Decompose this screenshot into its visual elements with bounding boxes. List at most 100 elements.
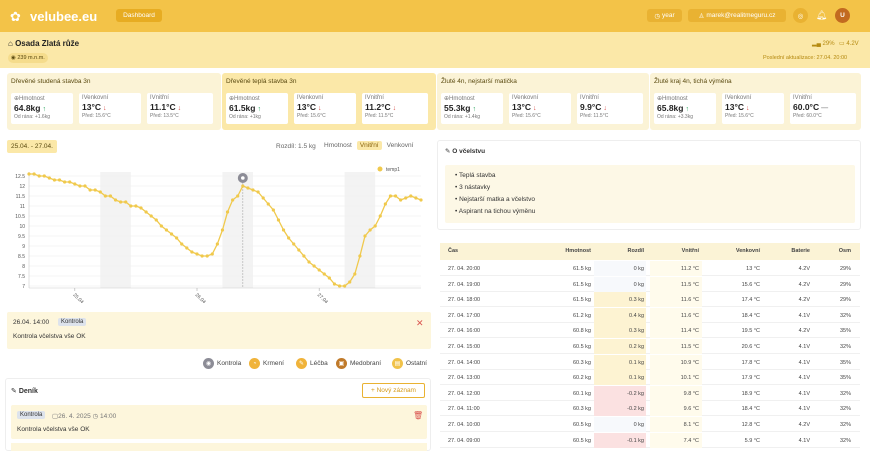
table-cell: 27. 04. 15:00 xyxy=(448,344,481,350)
user-email-button[interactable]: ♙ marek@realitmeguru.cz xyxy=(688,9,786,22)
night-band xyxy=(100,172,131,288)
hive-weight-sub: Od rána: +3.3kg xyxy=(657,114,693,120)
table-cell: 4.1V xyxy=(798,312,810,319)
inside-cell-bg xyxy=(650,385,702,401)
avatar[interactable]: U xyxy=(835,8,850,23)
data-point xyxy=(404,196,408,200)
food-icon: ◔ xyxy=(249,358,260,369)
table-header-cell[interactable]: Venkovní xyxy=(735,248,760,254)
diary-entry[interactable] xyxy=(11,405,427,439)
legend-ostatni[interactable]: ▤ Ostatní xyxy=(392,358,427,369)
table-header-cell[interactable]: Osm xyxy=(838,248,851,254)
legend-medobrani[interactable]: ▣ Medobraní xyxy=(336,358,381,369)
about-item: • Aspirant na tichou výměnu xyxy=(455,208,536,215)
y-tick-label: 8.5 xyxy=(18,254,25,260)
table-cell: 27. 04. 17:00 xyxy=(448,312,481,319)
y-tick-label: 12.5 xyxy=(15,174,25,180)
legend-krmeni[interactable]: ◔ Krmení xyxy=(249,358,284,369)
hive-inside-value: 9.9°C ↓ xyxy=(580,102,640,112)
table-cell: 7.4 °C xyxy=(683,437,699,444)
table-cell: 60.5 kg xyxy=(572,422,591,428)
table-cell: 4.1V xyxy=(798,359,810,366)
hive-name: Dřevěné teplá stavba 3n xyxy=(226,78,297,85)
table-cell: 4.1V xyxy=(798,437,810,444)
table-cell: 27. 04. 18:00 xyxy=(448,297,481,304)
date-range[interactable]: 25.04. - 27.04. xyxy=(7,140,57,153)
hive-weight-value: 64.8kg ↑ xyxy=(14,103,70,113)
hive-outside-thermometer-icon: ǀ xyxy=(725,95,727,101)
about-item-text: Aspirant na tichou výměnu xyxy=(458,208,536,215)
clock-icon: ◷ xyxy=(90,413,100,420)
table-cell: 35% xyxy=(839,375,851,382)
tab-inside[interactable]: Vnitřní xyxy=(356,141,382,150)
table-cell: 32% xyxy=(839,344,851,350)
data-point xyxy=(378,214,382,218)
diary-entry-next[interactable] xyxy=(11,443,427,451)
eye-icon-pupil xyxy=(241,176,245,180)
trend-down-icon: ↓ xyxy=(746,105,750,112)
hive-inside-label: ǀVnitřní xyxy=(365,95,425,101)
table-cell: 4.1V xyxy=(798,406,810,413)
legend-lecba[interactable]: ✎ Léčba xyxy=(296,358,328,369)
table-cell: 60.2 kg xyxy=(572,375,591,382)
trend-flat-icon: — xyxy=(821,105,829,112)
hive-card[interactable]: Dřevěné studená stavba 3n ⊕Hmotnost 64.8kg… xyxy=(7,73,221,130)
table-cell: 4.2V xyxy=(798,422,810,428)
table-header-cell[interactable]: Čas xyxy=(448,248,459,254)
hive-inside-card: ǀVnitřní 11.2°C ↓ Před: 11.5°C xyxy=(362,93,428,124)
globe-icon[interactable]: ◎ xyxy=(793,8,808,23)
data-point xyxy=(52,178,57,182)
new-entry-button[interactable]: + Nový záznam xyxy=(362,383,425,398)
table-cell: 9.6 °C xyxy=(683,406,699,413)
signal-status: ▂▄ 29% xyxy=(812,41,835,47)
table-cell: 32% xyxy=(839,390,851,397)
table-cell: 61.5 kg xyxy=(572,297,591,304)
table-cell: 20.6 °C xyxy=(741,344,760,350)
table-cell: 60.3 kg xyxy=(572,359,591,366)
pencil-icon: ✎ xyxy=(445,148,453,155)
temperature-chart[interactable]: 12.5 12 11.5 11 10.5 10 9.5 9 8.5 8 7.5 7 25.04 26.04… xyxy=(5,158,431,303)
table-header-cell[interactable]: Baterie xyxy=(791,248,810,254)
about-box xyxy=(445,165,855,223)
hive-weight-card: ⊕Hmotnost 55.3kg ↑ Od rána: +1.4kg xyxy=(441,93,503,124)
hive-outside-value: 13°C ↓ xyxy=(725,102,781,112)
data-point xyxy=(236,194,240,198)
table-header-cell[interactable]: Rozdíl xyxy=(627,248,645,254)
bell-icon[interactable]: 🔔︎ xyxy=(815,10,828,20)
data-point xyxy=(129,204,133,208)
hive-card[interactable]: Žluté kraj 4n, tichá výměna ⊕Hmotnost 65.8… xyxy=(650,73,861,130)
legend-label: temp1 xyxy=(386,167,400,173)
data-point xyxy=(220,228,225,232)
y-tick-label: 7.5 xyxy=(18,274,25,280)
data-point xyxy=(399,198,403,202)
tab-weight[interactable]: Hmotnost xyxy=(324,142,352,149)
legend-kontrola[interactable]: ◉ Kontrola xyxy=(203,358,241,369)
close-icon[interactable]: ✕ xyxy=(416,318,424,328)
hive-card[interactable]: Dřevěné teplá stavba 3n ⊕Hmotnost 61.5kg ↑ O… xyxy=(222,73,436,130)
tab-outside[interactable]: Venkovní xyxy=(386,142,414,149)
label: Venkovní xyxy=(513,95,539,101)
data-point xyxy=(169,232,174,236)
table-cell: 18.9 °C xyxy=(741,390,760,397)
trash-icon[interactable]: 🗑︎ xyxy=(413,411,424,420)
table-header-cell[interactable]: Hmotnost xyxy=(565,248,591,254)
data-point xyxy=(287,236,291,240)
data-point xyxy=(205,254,209,258)
table-cell: 13 °C xyxy=(746,266,760,272)
dashboard-button[interactable]: Dashboard xyxy=(116,9,162,22)
data-point xyxy=(225,210,230,214)
diff-cell-bg xyxy=(594,339,646,354)
data-point xyxy=(246,186,250,190)
year-button[interactable]: ◷ year xyxy=(647,9,682,22)
table-header-cell[interactable]: Vnitřní xyxy=(681,248,699,254)
data-point xyxy=(312,264,316,268)
hive-weight-value: 65.8kg ↑ xyxy=(657,103,713,113)
bee-logo-icon: ✿ xyxy=(10,9,21,24)
label: Venkovní xyxy=(83,95,109,101)
app-logo[interactable]: velubee.eu xyxy=(30,9,98,24)
table-cell: -0.1 kg xyxy=(627,437,644,444)
hive-card[interactable]: Žluté 4n, nejstarší matička ⊕Hmotnost 55.3… xyxy=(437,73,649,130)
inside-cell-bg xyxy=(650,339,702,354)
data-point xyxy=(297,248,301,252)
data-point xyxy=(175,236,179,240)
